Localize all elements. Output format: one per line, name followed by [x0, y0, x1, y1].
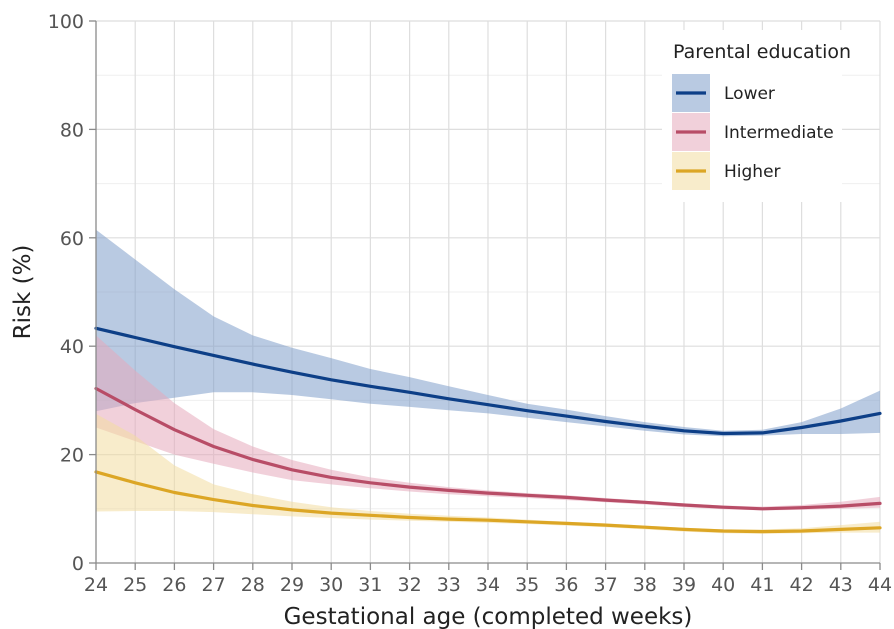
y-tick-label: 20: [60, 445, 84, 467]
x-tick-label: 27: [202, 574, 226, 596]
x-tick-label: 44: [868, 574, 892, 596]
y-axis-ticks: 0 20 40 60 80 100: [48, 11, 96, 575]
x-tick-label: 33: [437, 574, 461, 596]
x-tick-label: 41: [750, 574, 774, 596]
x-tick-label: 25: [123, 574, 147, 596]
x-axis-ticks: 24 25 26 27 28 29 30 31 32 33 34 35 36 37 38 39 40 41 42 43…: [84, 563, 892, 596]
x-tick-label: 32: [398, 574, 422, 596]
y-axis-title: Risk (%): [10, 245, 36, 340]
legend-item-lower: Lower: [672, 74, 775, 112]
x-tick-label: 30: [319, 574, 343, 596]
band-intermediate: [96, 335, 880, 511]
x-tick-label: 34: [476, 574, 500, 596]
x-tick-label: 38: [633, 574, 657, 596]
x-tick-label: 35: [515, 574, 539, 596]
y-tick-label: 60: [60, 228, 84, 250]
band-higher: [96, 413, 880, 534]
line-intermediate: [94, 386, 882, 511]
y-tick-label: 0: [72, 553, 84, 575]
x-tick-label: 28: [241, 574, 265, 596]
y-tick-label: 100: [48, 11, 84, 33]
x-tick-label: 37: [594, 574, 618, 596]
x-tick-label: 43: [829, 574, 853, 596]
legend-item-higher: Higher: [672, 152, 781, 190]
legend-title: Parental education: [673, 41, 851, 63]
x-tick-label: 42: [790, 574, 814, 596]
x-tick-label: 24: [84, 574, 108, 596]
y-tick-label: 40: [60, 336, 84, 358]
legend-label: Intermediate: [724, 123, 834, 143]
series-lines: [94, 326, 882, 534]
x-tick-label: 39: [672, 574, 696, 596]
x-axis-title: Gestational age (completed weeks): [284, 604, 693, 629]
legend: Parental education Lower Intermediate High…: [662, 30, 851, 202]
x-tick-label: 26: [162, 574, 186, 596]
x-tick-label: 36: [554, 574, 578, 596]
legend-label: Lower: [724, 84, 775, 104]
legend-item-intermediate: Intermediate: [672, 113, 834, 151]
x-tick-label: 29: [280, 574, 304, 596]
band-lower: [96, 229, 880, 437]
confidence-bands: [96, 229, 880, 534]
y-tick-label: 80: [60, 119, 84, 141]
x-tick-label: 31: [358, 574, 382, 596]
line-lower: [94, 326, 882, 436]
legend-label: Higher: [724, 162, 781, 182]
x-tick-label: 40: [711, 574, 735, 596]
line-higher: [94, 470, 882, 534]
